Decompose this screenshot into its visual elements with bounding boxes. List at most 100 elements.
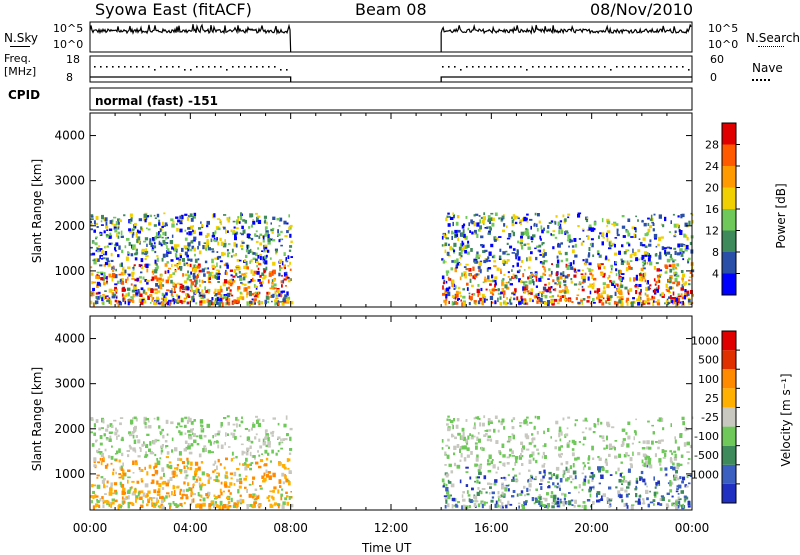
velocity-data-cell (551, 491, 553, 494)
power-data-cell (639, 273, 642, 276)
power-data-cell (515, 276, 517, 280)
velocity-data-cell (478, 469, 481, 472)
power-data-cell (452, 279, 455, 283)
power-data-cell (639, 238, 641, 240)
velocity-data-cell (543, 431, 545, 435)
power-data-cell (538, 250, 540, 252)
velocity-data-cell (280, 439, 282, 442)
velocity-data-cell (208, 477, 211, 480)
velocity-data-cell (554, 485, 556, 487)
power-data-cell (452, 295, 455, 298)
velocity-data-cell (270, 460, 272, 462)
power-data-cell (109, 229, 112, 232)
power-data-cell (474, 300, 477, 302)
power-data-cell (567, 217, 569, 219)
power-data-cell (559, 290, 562, 293)
power-data-cell (442, 293, 445, 296)
power-data-cell (287, 265, 289, 267)
power-data-cell (640, 289, 642, 293)
velocity-data-cell (103, 484, 105, 487)
velocity-data-cell (124, 498, 127, 500)
power-data-cell (448, 223, 451, 227)
power-data-cell (231, 274, 233, 276)
velocity-data-cell (180, 489, 182, 492)
velocity-data-cell (133, 472, 135, 474)
power-data-cell (236, 244, 238, 248)
velocity-data-cell (160, 446, 163, 448)
power-data-cell (550, 233, 552, 235)
power-data-cell (479, 219, 481, 223)
power-data-cell (227, 252, 230, 254)
velocity-data-cell (568, 492, 571, 494)
velocity-data-cell (592, 474, 595, 477)
velocity-data-cell (627, 422, 630, 426)
velocity-data-cell (500, 505, 502, 509)
velocity-data-cell (186, 496, 189, 499)
velocity-data-cell (215, 501, 217, 504)
velocity-data-cell (169, 505, 171, 509)
velocity-data-cell (286, 495, 288, 497)
velocity-data-cell (466, 419, 468, 422)
velocity-data-cell (165, 495, 168, 498)
power-data-cell (121, 250, 123, 253)
power-data-cell (249, 213, 252, 217)
velocity-data-cell (115, 472, 117, 475)
power-data-cell (559, 299, 562, 302)
velocity-data-cell (123, 473, 126, 476)
velocity-data-cell (118, 505, 120, 510)
power-data-cell (216, 237, 218, 240)
nave-point (160, 66, 162, 68)
velocity-data-cell (233, 433, 235, 436)
power-data-cell (688, 283, 690, 285)
power-data-cell (173, 298, 175, 301)
power-data-cell (649, 261, 652, 265)
power-data-cell (494, 276, 497, 279)
power-data-cell (155, 283, 158, 287)
power-data-cell (139, 280, 142, 283)
power-data-cell (614, 244, 616, 248)
power-data-cell (176, 264, 178, 268)
power-data-cell (149, 294, 152, 297)
power-data-cell (527, 220, 529, 222)
velocity-data-cell (642, 503, 645, 505)
velocity-data-cell (263, 478, 266, 481)
power-data-cell (542, 273, 544, 276)
velocity-data-cell (152, 440, 155, 444)
power-data-cell (117, 254, 119, 257)
power-data-cell (601, 302, 604, 305)
nave-point (490, 66, 492, 68)
velocity-data-cell (521, 490, 523, 493)
velocity-data-cell (254, 499, 257, 501)
power-data-cell (258, 268, 260, 271)
power-data-cell (269, 271, 271, 273)
power-data-cell (216, 263, 218, 268)
power-data-cell (105, 217, 108, 221)
power-data-cell (558, 230, 560, 234)
power-data-cell (687, 259, 689, 261)
velocity-data-cell (529, 478, 532, 482)
power-data-cell (170, 240, 173, 244)
power-data-cell (135, 226, 137, 229)
velocity-data-cell (478, 472, 482, 475)
power-data-cell (188, 274, 191, 278)
power-data-cell (467, 268, 470, 270)
velocity-data-cell (452, 435, 454, 437)
power-data-cell (106, 229, 108, 231)
power-data-cell (648, 229, 651, 233)
power-data-cell (281, 284, 283, 287)
power-data-cell (599, 232, 601, 234)
velocity-data-cell (601, 496, 603, 500)
power-data-cell (266, 295, 269, 299)
nave-point (580, 66, 582, 68)
power-data-cell (451, 267, 454, 270)
power-data-cell (280, 293, 282, 297)
velocity-data-cell (447, 416, 450, 418)
power-data-cell (552, 279, 554, 282)
power-data-cell (677, 244, 680, 248)
power-data-cell (131, 253, 134, 256)
power-data-cell (637, 302, 640, 306)
power-data-cell (610, 265, 613, 268)
velocity-data-cell (285, 492, 287, 494)
velocity-data-cell (649, 464, 652, 468)
velocity-data-cell (528, 470, 531, 472)
